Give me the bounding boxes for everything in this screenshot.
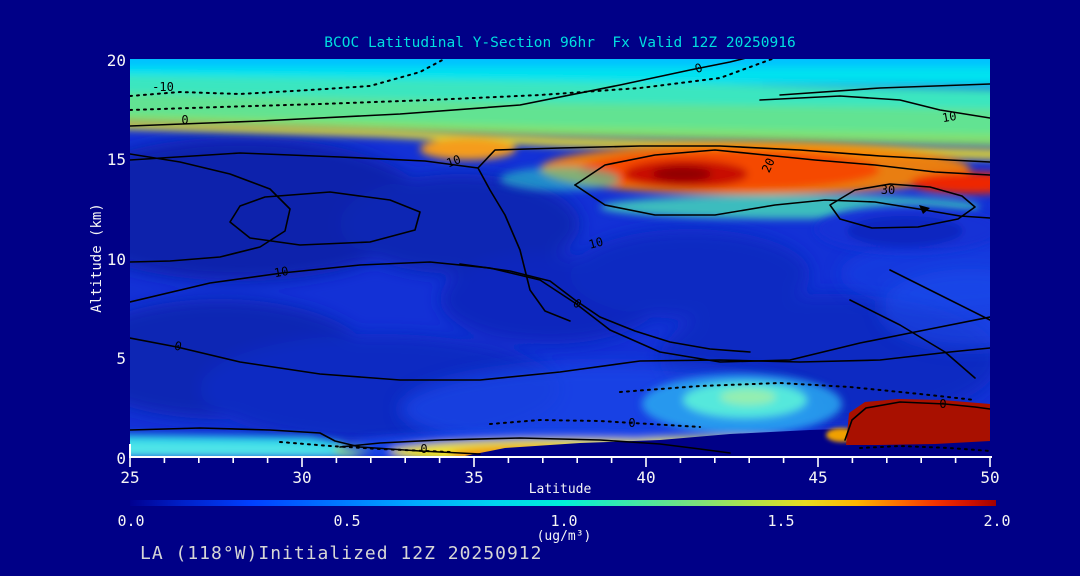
contour-label: 0 <box>420 442 427 456</box>
contour-label: 10 <box>941 109 958 125</box>
contour-label: -10 <box>152 80 174 94</box>
y-tick-label: 5 <box>116 349 126 368</box>
contour-label: 0 <box>173 338 184 353</box>
contour-label-group: -10 0 10 0 10 20 30 10 0 0 0 0 0 10 <box>152 60 957 456</box>
x-tick-label: 45 <box>808 468 828 487</box>
arrow-marker-icon <box>919 205 930 214</box>
x-tick-label: 40 <box>636 468 656 487</box>
contour-field: -10 0 10 0 10 20 30 10 0 0 0 0 0 10 <box>130 59 990 457</box>
contour-label: 10 <box>587 235 605 252</box>
y-axis-corner <box>129 444 131 457</box>
contour-label: 20 <box>759 156 778 175</box>
colorbar-tick-label: 0.0 <box>117 512 145 530</box>
contour-lines <box>130 59 990 455</box>
x-tick-label: 35 <box>464 468 484 487</box>
contour-label: 0 <box>939 397 946 411</box>
x-axis-ticks <box>129 458 991 467</box>
y-tick-label: 20 <box>106 51 126 70</box>
init-info-text: LA (118°W)Initialized 12Z 20250912 <box>140 543 543 564</box>
contour-label: 0 <box>628 416 635 430</box>
x-tick-label: 25 <box>120 468 140 487</box>
contour-label: 0 <box>693 60 705 76</box>
colorbar-tick-label: 1.5 <box>767 512 795 530</box>
y-tick-label: 10 <box>106 250 126 269</box>
contour-label: 10 <box>273 264 290 280</box>
colorbar-tick-label: 1.0 <box>550 512 578 530</box>
field-fill-layers: -10 0 10 0 10 20 30 10 0 0 0 0 0 10 <box>130 59 990 457</box>
contour-label: 10 <box>444 152 462 170</box>
plot-title: BCOC Latitudinal Y-Section 96hr Fx Valid… <box>324 35 796 51</box>
colorbar-tick-label: 0.5 <box>333 512 361 530</box>
colorbar-unit-label: (ug/m³) <box>536 529 592 544</box>
y-tick-label: 0 <box>116 449 126 468</box>
x-tick-label: 30 <box>292 468 312 487</box>
y-tick-label: 15 <box>106 150 126 169</box>
surface-max-blob <box>846 399 990 445</box>
colorbar-tick-label: 2.0 <box>983 512 1011 530</box>
colorbar <box>130 500 996 506</box>
x-tick-label: 50 <box>980 468 1000 487</box>
contour-label: 0 <box>181 113 188 127</box>
contour-label: 30 <box>881 183 895 197</box>
x-axis-line <box>129 456 992 458</box>
x-axis-title: Latitude <box>528 482 592 497</box>
